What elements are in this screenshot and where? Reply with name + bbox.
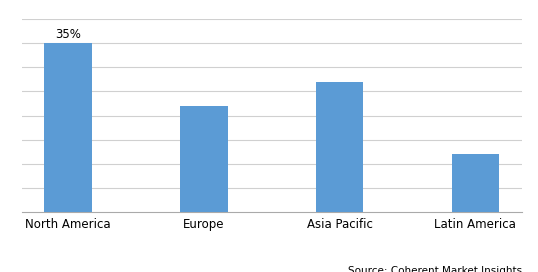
Bar [316, 82, 363, 212]
Text: 35%: 35% [55, 28, 81, 41]
Bar [44, 43, 92, 212]
Text: Source: Coherent Market Insights: Source: Coherent Market Insights [348, 266, 522, 272]
Bar [451, 154, 499, 212]
Bar [180, 106, 228, 212]
